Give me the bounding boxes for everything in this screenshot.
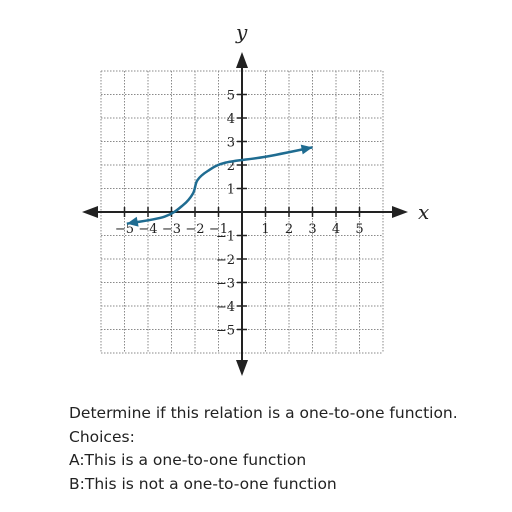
x-tick-label: 3 <box>308 222 316 237</box>
y-tick-label: 4 <box>227 112 235 127</box>
x-axis-right-arrow <box>392 206 408 218</box>
x-tick-label: 1 <box>261 222 269 237</box>
y-tick-label: −4 <box>216 300 235 315</box>
choice-b[interactable]: B:This is not a one-to-one function <box>69 474 337 493</box>
x-tick-label: 2 <box>285 222 293 237</box>
axes <box>82 52 408 376</box>
y-tick-label: −5 <box>216 324 235 339</box>
y-axis-bottom-arrow <box>236 360 248 376</box>
y-axis-top-arrow <box>236 52 248 68</box>
curve-left-arrow <box>126 216 139 227</box>
x-tick-label: −4 <box>138 222 157 237</box>
y-tick-label: 5 <box>227 89 235 104</box>
y-tick-label: −1 <box>216 230 235 245</box>
x-tick-label: −3 <box>162 222 181 237</box>
x-axis-left-arrow <box>82 206 98 218</box>
y-tick-label: 2 <box>227 159 235 174</box>
y-tick-label: 1 <box>227 183 235 198</box>
y-axis-label: y <box>235 20 248 44</box>
question-prompt: Determine if this relation is a one-to-o… <box>69 404 458 422</box>
function-curve <box>126 144 313 227</box>
y-tick-label: −2 <box>216 253 235 268</box>
x-tick-label: −2 <box>185 222 204 237</box>
curve-path <box>126 146 313 225</box>
question-block: Determine if this relation is a one-to-o… <box>69 402 458 496</box>
choice-a[interactable]: A:This is a one-to-one function <box>69 451 307 469</box>
x-tick-label: 4 <box>332 222 340 237</box>
curve-right-arrow <box>300 144 313 155</box>
x-tick-label: 5 <box>355 222 363 237</box>
choices-heading: Choices: <box>69 427 135 446</box>
y-tick-label: 3 <box>227 136 235 151</box>
x-tick-label: −5 <box>115 222 134 237</box>
y-tick-label: −3 <box>216 277 235 292</box>
x-axis-label: x <box>418 200 429 224</box>
x-tick-label: −1 <box>209 222 228 237</box>
